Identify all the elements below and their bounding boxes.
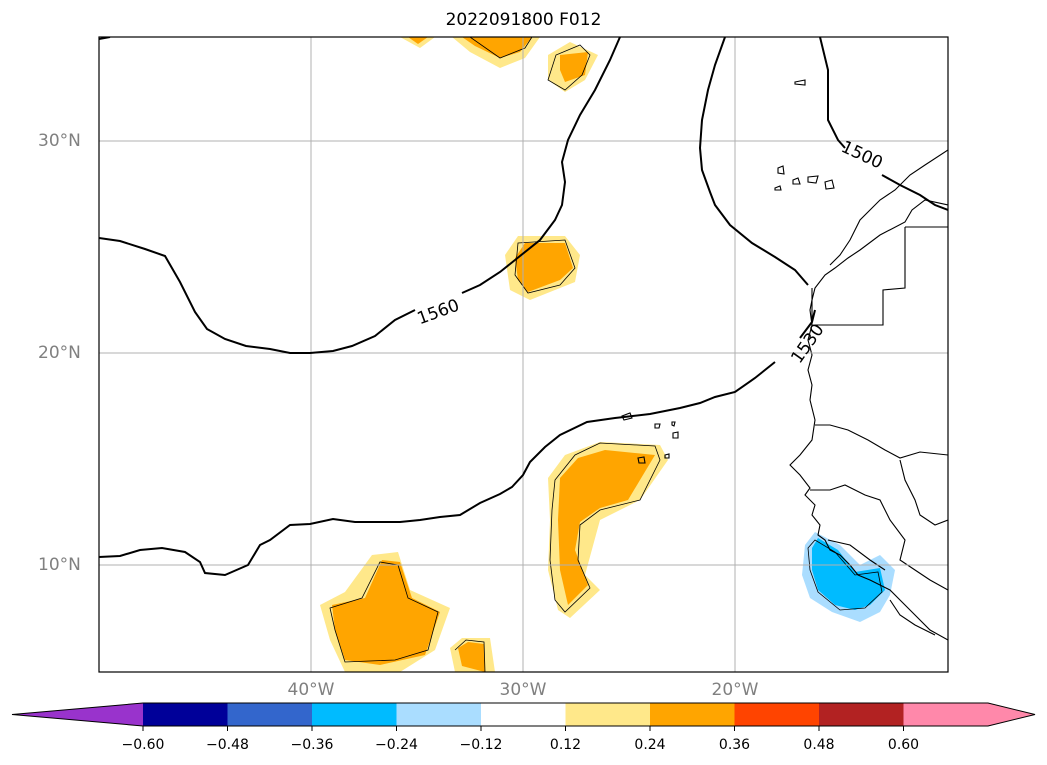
lat-label-30n: 30°N: [38, 131, 81, 151]
colorbar-segment: [227, 703, 313, 726]
colorbar-tick-label: −0.60: [121, 737, 165, 753]
cape-verde-1: [621, 412, 633, 421]
patch-south-small-orange: [458, 642, 485, 672]
negative-anomaly-patches: [802, 532, 895, 622]
colorbar-segment: [903, 703, 989, 726]
colorbar-tick-label: −0.48: [206, 737, 249, 753]
gridlines: [99, 37, 948, 672]
border-4: [899, 459, 948, 526]
patch-south-orange: [558, 450, 655, 605]
colorbar-segment: [143, 703, 228, 726]
patch-north-mid-orange: [462, 37, 532, 58]
colorbar-tick-label: 0.24: [634, 737, 666, 753]
contour-1500: [819, 37, 948, 211]
canary-1: [794, 79, 806, 86]
anomaly-outlines: [329, 37, 883, 672]
colorbar-segment: [734, 703, 820, 726]
colorbar-extend-high: [988, 703, 1035, 726]
colorbar-tick-label: −0.12: [459, 737, 503, 753]
colorbar-tick-label: 0.36: [718, 737, 751, 753]
colorbar-segment: [396, 703, 482, 726]
africa-inland-1: [829, 149, 948, 266]
map-frame: [98, 36, 949, 673]
cape-verde-6: [671, 421, 676, 427]
cape-verde-4: [654, 423, 661, 429]
colorbar-tick-label: −0.36: [290, 737, 334, 753]
contour-1530: [99, 309, 816, 577]
border-5: [810, 484, 948, 591]
colorbar-segment: [481, 703, 566, 726]
patch-north-east-orange: [560, 52, 588, 82]
colorbar-tick-label: 0.12: [549, 737, 582, 753]
height-contours: [99, 37, 948, 577]
canary-3: [792, 177, 801, 185]
map-title: 2022091800 F012: [445, 10, 602, 30]
africa-coast: [789, 199, 948, 641]
lat-label-10n: 10°N: [38, 555, 81, 575]
colorbar-tick-label: 0.60: [887, 737, 920, 753]
patch-center-orange: [515, 243, 573, 292]
contour-1530-upper: [698, 37, 809, 286]
colorbar-segment: [650, 703, 735, 726]
patch-southwest-orange: [332, 560, 440, 665]
lon-label-40w: 40°W: [287, 680, 335, 700]
colorbar-segment: [565, 703, 651, 726]
canary-6: [774, 185, 782, 191]
lat-label-20n: 20°N: [38, 343, 81, 363]
patch-west-africa: [812, 538, 885, 610]
canary-5: [824, 179, 835, 190]
cape-verde-2: [637, 456, 646, 464]
cape-verde-5: [664, 453, 670, 459]
colorbar-segment: [819, 703, 904, 726]
colorbar-segment: [312, 703, 397, 726]
colorbar-tick-label: 0.48: [803, 737, 835, 753]
colorbar-tick-label: −0.24: [375, 737, 418, 753]
lon-label-20w: 20°W: [711, 680, 759, 700]
africa-inland-2: [815, 424, 948, 459]
canary-2: [777, 165, 785, 175]
coastlines: [621, 79, 948, 641]
colorbar-extend-low: [12, 703, 143, 726]
lon-label-30w: 30°W: [499, 680, 547, 700]
colorbar: [11, 702, 1036, 731]
border-2: [815, 227, 906, 326]
contour-1560: [99, 37, 621, 354]
canary-4: [807, 175, 819, 184]
map-area: [99, 37, 948, 672]
patch-north-top-orange: [408, 37, 428, 44]
cape-verde-3: [672, 431, 679, 439]
border-7: [889, 599, 936, 636]
